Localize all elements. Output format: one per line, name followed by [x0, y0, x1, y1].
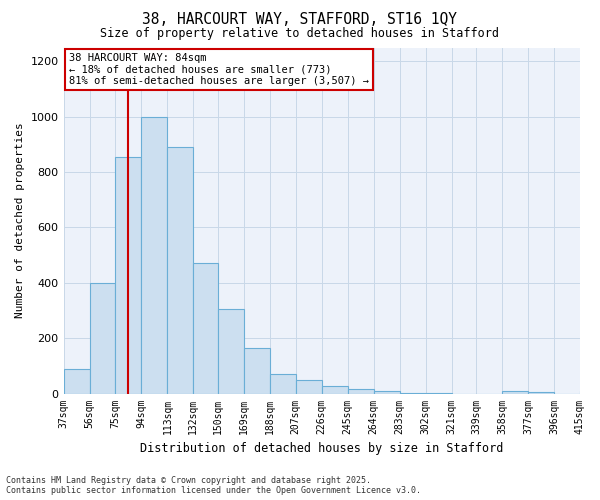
Bar [244, 348, 270, 394]
Bar [374, 392, 400, 394]
Bar [218, 309, 244, 394]
Bar [528, 392, 554, 394]
Bar [193, 264, 218, 394]
Text: 38 HARCOURT WAY: 84sqm
← 18% of detached houses are smaller (773)
81% of semi-de: 38 HARCOURT WAY: 84sqm ← 18% of detached… [69, 52, 369, 86]
Text: 38, HARCOURT WAY, STAFFORD, ST16 1QY: 38, HARCOURT WAY, STAFFORD, ST16 1QY [143, 12, 458, 28]
Bar [64, 368, 89, 394]
Bar [89, 283, 115, 394]
Y-axis label: Number of detached properties: Number of detached properties [15, 122, 25, 318]
Bar [167, 147, 193, 394]
Text: Contains HM Land Registry data © Crown copyright and database right 2025.
Contai: Contains HM Land Registry data © Crown c… [6, 476, 421, 495]
Bar [580, 391, 600, 394]
Bar [296, 380, 322, 394]
X-axis label: Distribution of detached houses by size in Stafford: Distribution of detached houses by size … [140, 442, 503, 455]
Bar [502, 391, 528, 394]
Bar [400, 392, 425, 394]
Bar [270, 374, 296, 394]
Bar [348, 388, 374, 394]
Bar [322, 386, 348, 394]
Bar [142, 116, 167, 394]
Text: Size of property relative to detached houses in Stafford: Size of property relative to detached ho… [101, 28, 499, 40]
Bar [115, 157, 142, 394]
